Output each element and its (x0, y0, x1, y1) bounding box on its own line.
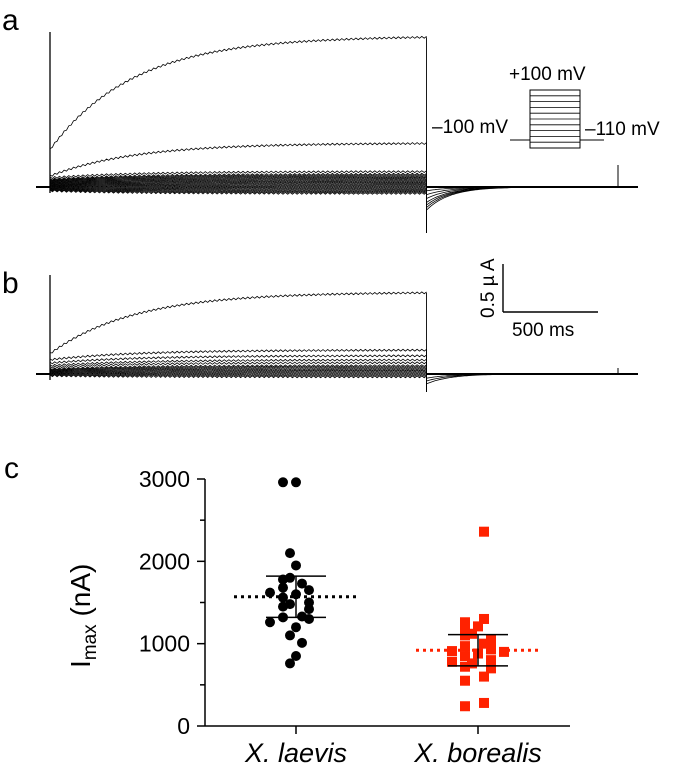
tail-current-trace (426, 186, 638, 211)
data-point (460, 675, 470, 686)
data-point (460, 641, 470, 652)
data-point (486, 663, 496, 674)
panel-b-current-traces (36, 275, 638, 392)
current-trace (49, 188, 427, 193)
current-trace (49, 348, 427, 361)
data-point (291, 622, 301, 633)
current-trace (49, 361, 427, 369)
panel-c-scatter-plot: 0 1000 2000 3000 X. laevis X. borealis Imax … (65, 466, 570, 768)
data-point (479, 526, 489, 537)
scale-bar-time-label: 500 ms (512, 320, 574, 341)
x-axis-categories: X. laevis X. borealis (244, 726, 542, 768)
protocol-holding-label: –100 mV (432, 117, 508, 138)
y-axis-title: Imax (nA) (65, 564, 101, 668)
current-trace (49, 180, 427, 186)
current-trace (49, 142, 427, 177)
data-point (291, 560, 301, 571)
data-point (479, 697, 489, 708)
data-point (473, 621, 483, 632)
current-trace (49, 374, 427, 379)
data-point (278, 574, 288, 585)
data-point (486, 634, 496, 645)
data-point (486, 655, 496, 666)
data-point (304, 613, 314, 624)
data-point (467, 628, 477, 639)
data-point (304, 585, 314, 596)
data-point (486, 644, 496, 655)
protocol-tail-label: –110 mV (585, 119, 660, 140)
data-point (285, 548, 295, 559)
scale-bar-current-label: 0.5 µ A (478, 258, 499, 318)
voltage-protocol-inset: +100 mV –100 mV –110 mV (432, 64, 660, 149)
current-trace (49, 369, 427, 374)
current-trace (49, 177, 427, 184)
data-point (479, 638, 489, 649)
data-point (467, 658, 477, 669)
protocol-steps (510, 89, 604, 149)
current-trace (49, 184, 427, 188)
data-point (499, 646, 509, 657)
current-trace (49, 372, 427, 376)
y-tick-label: 2000 (139, 548, 190, 574)
data-point (278, 601, 288, 612)
current-trace (49, 364, 427, 371)
data-point (479, 613, 489, 624)
data-point (460, 661, 470, 672)
data-point (278, 582, 288, 593)
current-trace (49, 366, 427, 373)
current-trace (49, 187, 427, 192)
current-trace (49, 179, 427, 185)
data-point (278, 477, 288, 488)
y-tick-label: 3000 (139, 466, 190, 492)
panel-c-label: c (4, 452, 19, 485)
x-category-label: X. borealis (413, 738, 542, 768)
current-trace (49, 35, 427, 150)
panel-a-label: a (2, 4, 19, 37)
data-point (460, 651, 470, 662)
scale-bar: 0.5 µ A 500 ms (478, 258, 598, 341)
data-point (447, 656, 457, 667)
current-trace (49, 182, 427, 187)
data-point (460, 630, 470, 641)
y-tick-label: 0 (177, 713, 190, 739)
data-point (291, 651, 301, 662)
data-point (479, 671, 489, 682)
current-trace (49, 176, 427, 183)
current-trace (49, 172, 427, 181)
current-trace (49, 185, 427, 189)
current-trace (49, 291, 427, 354)
data-point (304, 604, 314, 615)
data-point (285, 658, 295, 669)
data-point (297, 578, 307, 589)
current-trace (49, 175, 427, 183)
current-trace (49, 358, 427, 367)
current-trace (49, 186, 427, 190)
y-axis-ticks: 0 1000 2000 3000 (139, 466, 205, 739)
current-trace (49, 354, 427, 365)
panel-b-label: b (2, 267, 19, 300)
current-trace (49, 188, 427, 194)
current-trace (49, 373, 427, 377)
data-point (265, 587, 275, 598)
panel-a-current-traces (36, 32, 638, 233)
current-trace (49, 365, 427, 372)
current-trace (49, 181, 427, 187)
data-point (265, 617, 275, 628)
current-trace (49, 371, 427, 375)
data-point (291, 477, 301, 488)
mean-and-error-bars (234, 575, 540, 667)
current-trace (49, 189, 427, 195)
data-point (460, 617, 470, 628)
data-point (460, 701, 470, 712)
data-point (285, 630, 295, 641)
current-trace (49, 368, 427, 373)
data-point (297, 637, 307, 648)
x-category-label: X. laevis (244, 738, 347, 768)
protocol-top-label: +100 mV (509, 64, 586, 85)
data-points (265, 477, 509, 712)
current-trace (49, 174, 427, 182)
y-tick-label: 1000 (139, 631, 190, 657)
current-trace (49, 170, 427, 180)
